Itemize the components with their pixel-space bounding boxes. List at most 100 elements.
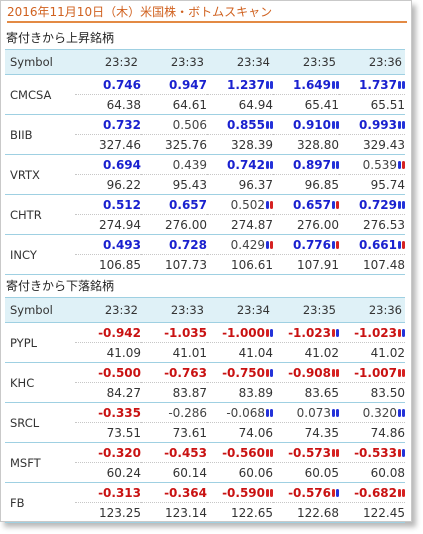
change-cell: -1.035 <box>141 322 207 343</box>
change-cell: 0.855 <box>207 114 273 135</box>
blue-trend-marker-icon <box>402 448 405 457</box>
symbol-cell[interactable]: KHC <box>5 362 75 403</box>
red-trend-marker-icon <box>336 240 339 249</box>
price-value: 276.00 <box>297 217 339 232</box>
change-value: -0.320 <box>98 445 141 460</box>
change-cell: -0.453 <box>141 442 207 463</box>
price-value: 96.37 <box>238 177 273 192</box>
change-value: -1.035 <box>164 325 207 340</box>
table-row[interactable]: BIIB 0.732 0.506 0.855 0.910 0.993 <box>5 114 405 155</box>
price-row: 106.85 107.73 106.61 107.91 107.48 <box>5 254 405 275</box>
price-cell: 274.94 <box>75 214 141 235</box>
blue-trend-marker-icon <box>402 80 405 89</box>
table-row[interactable]: CHTR 0.512 0.657 0.502 0.657 0.729 <box>5 194 405 235</box>
table-row[interactable]: CMCSA 0.746 0.947 1.237 1.649 1.737 <box>5 74 405 115</box>
symbol-cell[interactable]: PYPL <box>5 322 75 363</box>
ticker-symbol[interactable]: SRCL <box>10 415 40 430</box>
blue-trend-marker-icon <box>398 408 401 417</box>
price-row: 73.51 73.61 74.06 74.35 74.86 <box>5 422 405 443</box>
blue-trend-marker-icon <box>332 240 335 249</box>
price-cell: 83.65 <box>273 382 339 403</box>
ticker-symbol[interactable]: BIIB <box>10 127 33 142</box>
change-cell: -0.068 <box>207 402 273 423</box>
ticker-symbol[interactable]: MSFT <box>10 455 41 470</box>
table-header-row: Symbol 23:32 23:33 23:34 23:35 23:36 <box>5 49 405 75</box>
red-trend-marker-icon <box>332 368 335 377</box>
change-value: -0.560 <box>222 445 265 460</box>
change-value: 0.855 <box>227 117 265 132</box>
symbol-cell[interactable]: FB <box>5 482 75 523</box>
price-cell: 328.39 <box>207 134 273 155</box>
ticker-symbol[interactable]: KHC <box>10 375 35 390</box>
price-value: 325.76 <box>165 137 207 152</box>
price-value: 41.02 <box>370 345 405 360</box>
table-row[interactable]: INCY 0.493 0.728 0.429 0.776 0.661 <box>5 234 405 275</box>
symbol-cell[interactable]: SRCL <box>5 402 75 443</box>
price-value: 106.85 <box>99 257 141 272</box>
price-value: 96.85 <box>304 177 339 192</box>
price-cell: 64.94 <box>207 94 273 115</box>
change-cell: 1.649 <box>273 74 339 95</box>
red-trend-marker-icon <box>270 240 273 249</box>
ticker-symbol[interactable]: CMCSA <box>10 87 52 102</box>
change-cell: 0.661 <box>339 234 405 255</box>
change-cell: 0.073 <box>273 402 339 423</box>
change-value: 0.506 <box>172 117 207 132</box>
blue-trend-marker-icon <box>332 408 335 417</box>
blue-trend-marker-icon <box>336 120 339 129</box>
price-row: 41.09 41.01 41.04 41.02 41.02 <box>5 342 405 363</box>
change-value: 0.493 <box>103 237 141 252</box>
table-row[interactable]: KHC -0.500 -0.763 -0.750 -0.908 -1.007 <box>5 362 405 403</box>
change-value: 0.539 <box>362 157 397 172</box>
ticker-symbol[interactable]: CHTR <box>10 207 42 222</box>
ticker-symbol[interactable]: PYPL <box>10 335 38 350</box>
price-value: 60.14 <box>172 465 207 480</box>
price-value: 83.89 <box>238 385 273 400</box>
table-row[interactable]: SRCL -0.335 -0.286 -0.068 0.073 0.320 <box>5 402 405 443</box>
change-value: -0.068 <box>226 405 265 420</box>
price-value: 276.53 <box>363 217 405 232</box>
change-value: -0.500 <box>98 365 141 380</box>
change-cell: -1.000 <box>207 322 273 343</box>
header-time: 23:34 <box>207 49 273 75</box>
price-value: 328.80 <box>297 137 339 152</box>
price-cell: 41.02 <box>273 342 339 363</box>
change-cell: 0.742 <box>207 154 273 175</box>
change-value: 0.746 <box>103 77 141 92</box>
table-row[interactable]: VRTX 0.694 0.439 0.742 0.897 0.539 <box>5 154 405 195</box>
blue-trend-marker-icon <box>266 408 269 417</box>
table-row[interactable]: MSFT -0.320 -0.453 -0.560 -0.573 -0.533 <box>5 442 405 483</box>
symbol-cell[interactable]: VRTX <box>5 154 75 195</box>
price-cell: 95.74 <box>339 174 405 195</box>
symbol-cell[interactable]: INCY <box>5 234 75 275</box>
table-row[interactable]: PYPL -0.942 -1.035 -1.000 -1.023 -1.023 <box>5 322 405 363</box>
change-value: 0.910 <box>293 117 331 132</box>
ticker-symbol[interactable]: VRTX <box>10 167 40 182</box>
price-row: 60.24 60.14 60.06 60.05 60.08 <box>5 462 405 483</box>
price-cell: 83.50 <box>339 382 405 403</box>
change-cell: 0.729 <box>339 194 405 215</box>
red-trend-marker-icon <box>270 488 273 497</box>
change-cell: -0.286 <box>141 402 207 423</box>
change-value: 1.649 <box>293 77 331 92</box>
red-trend-marker-icon <box>332 328 335 337</box>
symbol-cell[interactable]: CMCSA <box>5 74 75 115</box>
price-cell: 96.22 <box>75 174 141 195</box>
price-cell: 60.24 <box>75 462 141 483</box>
ticker-symbol[interactable]: FB <box>10 495 25 510</box>
change-cell: 0.694 <box>75 154 141 175</box>
change-value: -0.533 <box>354 445 397 460</box>
ticker-symbol[interactable]: INCY <box>10 247 37 262</box>
change-cell: -0.364 <box>141 482 207 503</box>
blue-trend-marker-icon <box>332 200 335 209</box>
symbol-cell[interactable]: CHTR <box>5 194 75 235</box>
red-trend-marker-icon <box>402 368 405 377</box>
change-cell: 0.746 <box>75 74 141 95</box>
change-cell: 0.728 <box>141 234 207 255</box>
symbol-cell[interactable]: MSFT <box>5 442 75 483</box>
losers-table: Symbol 23:32 23:33 23:34 23:35 23:36 PYPL -0.94… <box>5 297 405 523</box>
blue-trend-marker-icon <box>270 368 273 377</box>
change-value: 0.661 <box>359 237 397 252</box>
symbol-cell[interactable]: BIIB <box>5 114 75 155</box>
table-row[interactable]: FB -0.313 -0.364 -0.590 -0.576 -0.682 <box>5 482 405 523</box>
